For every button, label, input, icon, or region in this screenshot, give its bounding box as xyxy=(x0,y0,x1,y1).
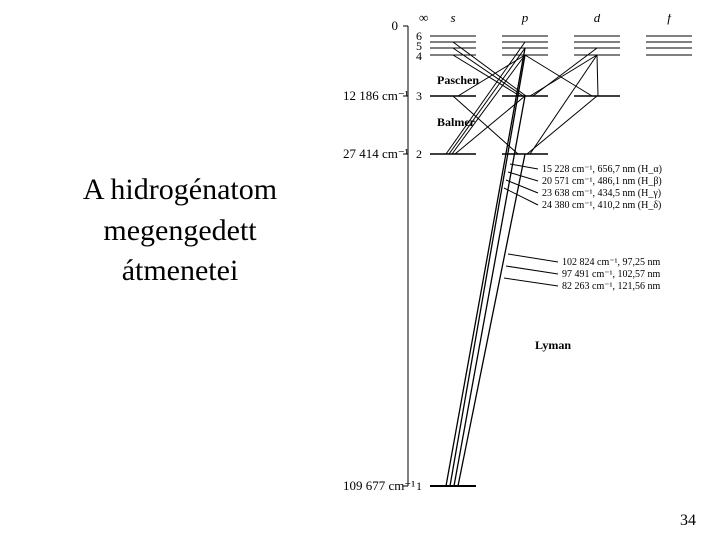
axis-tick-2: 27 414 cm⁻¹ xyxy=(343,146,409,161)
svg-text:24 380 cm⁻¹, 410,2 nm (H_δ): 24 380 cm⁻¹, 410,2 nm (H_δ) xyxy=(542,200,661,211)
levels-high-n xyxy=(430,36,692,55)
n-label-2: 2 xyxy=(416,147,422,161)
series-lyman-label: Lyman xyxy=(535,338,571,352)
series-balmer-label: Balmer xyxy=(437,115,476,129)
figure-title: A hidrogénatom megengedett átmenetei xyxy=(40,170,320,292)
orbital-header-p: p xyxy=(521,14,529,25)
lyman-transition-labels: 102 824 cm⁻¹, 97,25 nm 97 491 cm⁻¹, 102,… xyxy=(504,254,661,292)
page-number: 34 xyxy=(680,512,696,530)
n-label-4: 4 xyxy=(416,49,422,63)
svg-text:82 263 cm⁻¹, 121,56 nm: 82 263 cm⁻¹, 121,56 nm xyxy=(562,281,661,292)
orbital-header-f: f xyxy=(667,14,673,25)
paschen-transitions xyxy=(453,42,598,96)
axis-tick-3: 12 186 cm⁻¹ xyxy=(343,88,409,103)
svg-text:102 824 cm⁻¹, 97,25 nm: 102 824 cm⁻¹, 97,25 nm xyxy=(562,257,661,268)
svg-text:20 571 cm⁻¹, 486,1 nm (H_β): 20 571 cm⁻¹, 486,1 nm (H_β) xyxy=(542,176,662,187)
title-line-2: megengedett xyxy=(103,214,256,247)
n-label-1: 1 xyxy=(416,479,422,493)
n-label-3: 3 xyxy=(416,89,422,103)
svg-text:15 228 cm⁻¹, 656,7 nm (H_α): 15 228 cm⁻¹, 656,7 nm (H_α) xyxy=(542,164,662,175)
orbital-header-s: s xyxy=(450,14,455,25)
svg-text:97 491 cm⁻¹, 102,57 nm: 97 491 cm⁻¹, 102,57 nm xyxy=(562,269,661,280)
series-paschen-label: Paschen xyxy=(437,73,479,87)
title-line-1: A hidrogénatom xyxy=(83,173,277,206)
hydrogen-energy-levels-diagram: 0 ∞ s p d f 6 5 4 3 12 186 cm⁻¹ 2 27 414… xyxy=(340,14,710,502)
orbital-header-d: d xyxy=(594,14,601,25)
title-line-3: átmenetei xyxy=(122,254,239,287)
axis-zero-label: 0 xyxy=(392,18,399,33)
axis-infinity-label: ∞ xyxy=(419,14,428,25)
axis-tick-1: 109 677 cm⁻¹ xyxy=(343,478,415,493)
svg-text:23 638 cm⁻¹, 434,5 nm (H_γ): 23 638 cm⁻¹, 434,5 nm (H_γ) xyxy=(542,188,661,199)
balmer-transition-labels: 15 228 cm⁻¹, 656,7 nm (H_α) 20 571 cm⁻¹,… xyxy=(504,164,662,211)
